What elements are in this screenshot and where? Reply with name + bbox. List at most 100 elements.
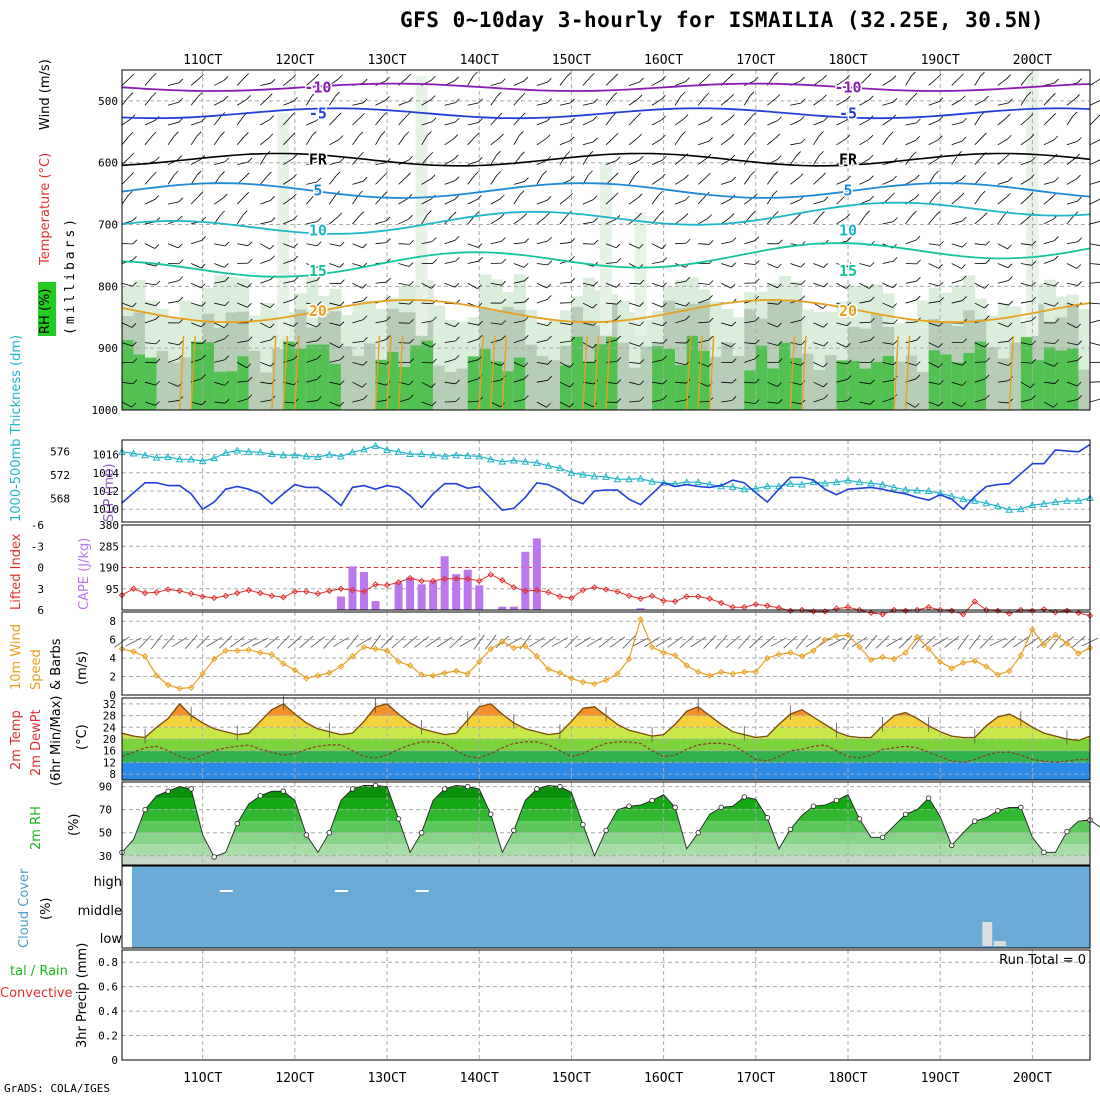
wind-barb — [882, 179, 893, 185]
rh-shade-mid — [640, 346, 653, 410]
wind-barb — [997, 156, 1007, 165]
wind-barb-flag — [708, 240, 714, 245]
wind-barb — [859, 138, 870, 146]
wind-barb-flag — [819, 151, 824, 156]
wind-barb-flag — [729, 213, 735, 218]
wind-barb-flag — [615, 156, 621, 161]
wind-barb — [559, 140, 571, 146]
wind-speed-marker — [879, 653, 886, 661]
wind-barb-flag — [1006, 74, 1011, 80]
surface-wind-barb — [206, 637, 223, 647]
surface-wind-barb — [264, 635, 280, 649]
date-label-top: 12OCT — [275, 53, 314, 68]
wind-barb-flag — [892, 175, 897, 181]
high-cloud-mark — [415, 890, 429, 892]
wind-barb-flag — [639, 302, 644, 307]
wind-barb-flag — [984, 374, 990, 380]
wind-barb-flag — [427, 131, 432, 136]
rh-shade-high — [122, 340, 135, 410]
wind-barb-flag — [546, 402, 551, 408]
wind-barb — [352, 102, 364, 106]
thickness-marker — [417, 450, 426, 458]
wind-barb-flag — [132, 358, 138, 363]
wind-barb-flag — [155, 315, 160, 320]
wind-barb — [628, 137, 638, 146]
wind-barb — [559, 281, 571, 284]
wind-barb — [144, 120, 156, 126]
surface-wind-barb — [875, 635, 890, 649]
temp-contour — [121, 201, 1091, 235]
date-label-bottom: 11OCT — [183, 1071, 222, 1086]
wind-barb-flag — [868, 134, 874, 140]
wind-barb-flag — [380, 131, 386, 136]
wind-barb — [398, 243, 410, 245]
wind-barb-flag — [708, 280, 714, 285]
wind-barb — [697, 96, 706, 106]
wind-barb-flag — [823, 362, 828, 368]
wind-barb — [997, 117, 1007, 126]
temp-contour — [121, 82, 1091, 92]
wind-barb — [513, 96, 522, 106]
rh-marker — [603, 827, 609, 834]
lifted-index-marker — [660, 597, 667, 604]
date-label-bottom: 12OCT — [275, 1071, 314, 1086]
temp-tick-label: 32 — [103, 698, 116, 711]
wind-barb-flag — [291, 74, 297, 79]
wind-barb-flag — [453, 154, 459, 160]
rh-shade-mid — [364, 343, 377, 410]
thickness-marker — [291, 451, 299, 459]
surface-wind-barb — [886, 637, 903, 647]
surface-wind-barb — [783, 635, 798, 649]
wind-barb — [1089, 180, 1100, 185]
wind-barb-flag — [777, 382, 782, 387]
wind-barb — [144, 282, 156, 286]
wind-barb — [928, 381, 940, 385]
wind-barb — [928, 215, 937, 225]
wind-speed-marker — [487, 645, 494, 653]
wind-barb-flag — [820, 211, 825, 216]
wind-barb — [651, 282, 663, 288]
pressure-tick-label: 1000 — [92, 404, 119, 417]
wind-barb — [375, 135, 382, 146]
rh-shade-high — [1055, 350, 1068, 410]
wind-barb-flag — [823, 341, 829, 347]
cape-tick-label: 285 — [99, 540, 119, 553]
wind-barb — [767, 302, 779, 305]
cape-bar — [498, 606, 507, 610]
wind-barb-flag — [845, 213, 851, 219]
wind-barb — [421, 214, 428, 225]
wind-barb-flag — [658, 190, 663, 196]
wind-barb-flag — [893, 319, 898, 324]
surface-wind-barb — [609, 636, 626, 648]
wind-barb — [375, 399, 387, 403]
lifted-index-marker — [372, 581, 379, 588]
wind-barb — [905, 96, 914, 106]
thickness-marker — [314, 452, 322, 460]
wind-barb — [744, 381, 756, 384]
lifted-index-axis-label: Lifted Index — [9, 533, 24, 610]
wind-barb — [629, 362, 641, 364]
wind-barb-flag — [819, 131, 824, 136]
wind-barb-flag — [961, 242, 967, 248]
wind-barb — [536, 102, 548, 106]
wind-barb — [283, 322, 294, 327]
wind-barb — [121, 342, 133, 347]
wind-barb — [651, 322, 663, 327]
wind-barb-flag — [337, 212, 343, 218]
wind-barb — [652, 381, 664, 385]
wind-barb — [605, 77, 615, 86]
rh-marker — [234, 820, 240, 827]
wind-barb-flag — [961, 136, 967, 142]
wind-barb — [329, 95, 336, 106]
wind-barb-flag — [938, 116, 944, 121]
wind-barb-flag — [223, 95, 229, 101]
wind-barb — [836, 379, 848, 383]
wind-barb — [536, 174, 543, 185]
surface-wind-barb — [551, 637, 568, 647]
wind-barb — [652, 359, 663, 363]
wind-barb-flag — [893, 340, 898, 345]
wind-barb — [490, 322, 502, 325]
wind-barb — [168, 400, 180, 403]
wind-barb — [191, 121, 202, 126]
wind-barb — [167, 358, 179, 363]
